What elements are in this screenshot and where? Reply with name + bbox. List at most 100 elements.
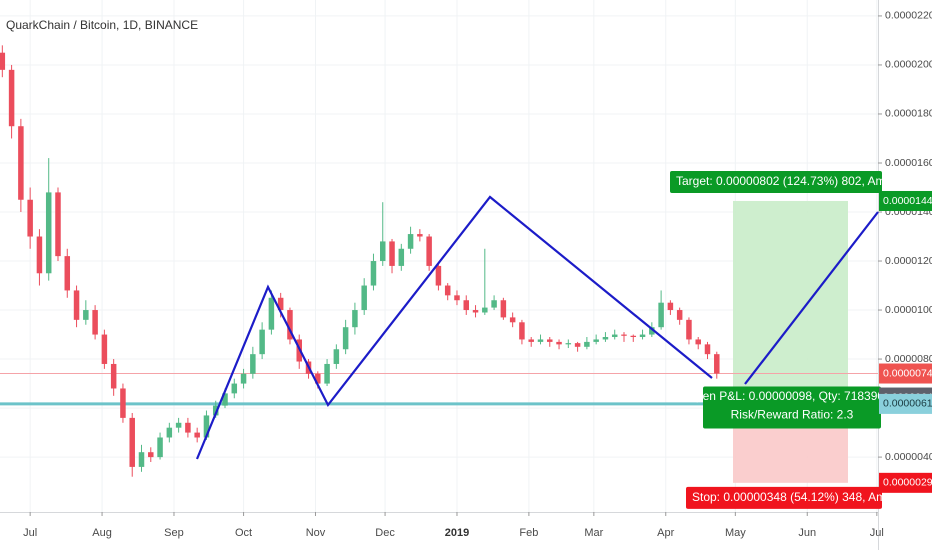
x-tick-label: Feb [519,527,538,539]
candle-body [18,126,24,200]
candle-body [342,327,349,350]
candle-body [686,319,692,340]
candle-body [259,329,265,355]
candle-body [426,236,432,266]
pnl-label-box [703,386,881,429]
axis-background [878,0,932,550]
candle-body [528,339,534,342]
pnl-label: Open P&L: 0.00000098, Qty: 71839080 [687,389,898,403]
candle-body [194,432,200,438]
price-label-box [879,472,932,493]
candle-body [649,327,655,335]
candle-body [83,310,89,320]
x-tick-label: 2019 [445,527,469,539]
x-tick-label: Nov [306,527,326,539]
pattern-drawing [195,195,879,460]
candle-body [324,363,330,384]
candle-body [519,322,525,340]
candle-body [389,241,395,266]
candle-body [500,300,507,318]
candle-body [509,317,516,323]
candle-body [370,261,377,286]
candle-body [602,337,609,340]
target-label: Target: 0.00000802 (124.73%) 802, Amount… [676,174,923,188]
candle-body [547,339,553,342]
candle-body [379,241,386,262]
projection-line [744,211,879,385]
price-label: 0.00001445 [883,195,932,207]
x-tick-label: Mar [584,527,603,539]
candle-body [231,383,238,394]
candle-body [27,199,33,237]
candle-body [667,302,674,311]
candle-body [129,417,135,467]
chart-title: QuarkChain / Bitcoin, 1D, BINANCE [6,18,198,32]
candle-body [398,248,405,266]
candle-body [333,349,340,364]
candle-body [157,437,163,458]
candle-body [268,297,275,330]
candle-body [8,69,15,127]
candle-body [556,341,562,345]
pattern-line [195,195,713,460]
stop-label-box [686,486,882,509]
candle-body [491,300,497,308]
x-tick-label: Jun [798,527,816,539]
candle-body [676,310,683,320]
candle-body [611,334,618,338]
price-label: 0.00000741 [883,367,932,379]
candle-body [64,256,71,291]
candle-body [36,236,43,274]
candle-body [658,302,664,328]
candle-body [287,310,293,340]
candle-body [185,422,191,433]
candle-body [138,452,145,467]
candle-body [55,192,61,257]
price-label: 0.00000295 [883,477,932,489]
candle-body [574,343,581,347]
candle-body [417,234,423,237]
candle-body [175,422,182,428]
stop-label: Stop: 0.00000348 (54.12%) 348, Amount: 7 [692,490,923,504]
candle-body [630,335,637,338]
candles [0,45,720,477]
candle-body [120,388,126,418]
candle-body [250,354,256,374]
candle-body [166,427,173,438]
candle-body [148,452,154,458]
price-label-box [879,393,932,414]
x-tick-label: Jul [870,527,884,539]
candle-body [361,285,367,311]
candle-body [584,341,590,347]
candle-body [463,300,470,311]
candle-body [714,354,720,374]
x-tick-label: Sep [164,527,184,539]
candle-body [240,373,247,384]
candle-body [45,192,52,274]
candle-body [73,290,80,320]
target-zone [733,200,848,398]
candle-body [593,339,599,342]
x-tick-label: Dec [375,527,395,539]
candle-body [315,373,321,384]
candle-body [639,334,646,338]
candle-body [352,310,358,328]
candle-body [203,415,210,438]
x-tick-label: Aug [92,527,112,539]
price-label-box [879,363,932,384]
candle-body [212,405,219,416]
candle-body [695,339,701,345]
ratio-label: Risk/Reward Ratio: 2.3 [731,408,854,422]
x-tick-label: Oct [235,527,252,539]
candle-body [407,234,414,249]
